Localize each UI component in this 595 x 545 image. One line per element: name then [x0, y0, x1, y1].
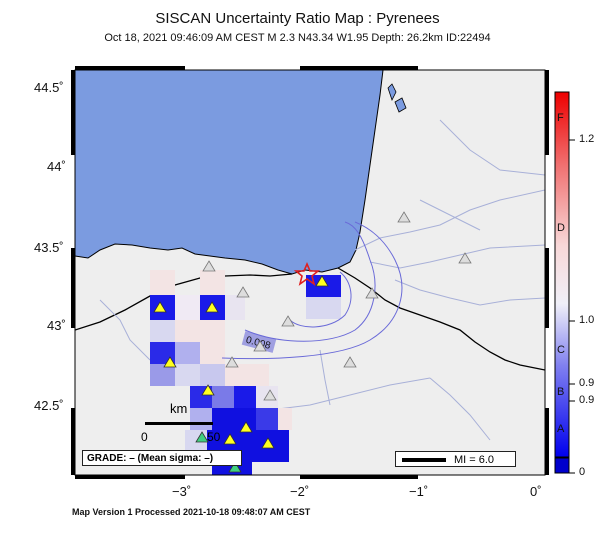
- colorbar-zero-box: [554, 457, 570, 474]
- lat-tick: 43.5˚: [34, 240, 64, 255]
- grade-label: B: [557, 386, 565, 398]
- contours: [221, 221, 403, 360]
- colorbar-value: 0.9: [579, 394, 595, 406]
- colorbar-ticks: [569, 139, 575, 474]
- lon-tick: −1˚: [409, 484, 429, 499]
- grade-label: D: [557, 222, 565, 234]
- grade-label: C: [557, 344, 565, 356]
- lon-tick: −3˚: [172, 484, 192, 499]
- island: [394, 97, 407, 113]
- lat-tick: 43˚: [47, 318, 66, 333]
- mi-legend: MI = 6.0: [395, 451, 516, 467]
- frame-ticks: [71, 66, 549, 479]
- colorbar-value: 1.0: [579, 314, 595, 326]
- scale-unit: km: [170, 401, 188, 416]
- lon-tick: −2˚: [290, 484, 310, 499]
- event-info: Oct 18, 2021 09:46:09 AM CEST M 2.3 N43.…: [104, 32, 491, 44]
- colorbar-value: 0: [579, 466, 586, 478]
- stations: [153, 211, 472, 473]
- grade-box: GRADE: – (Mean sigma: –): [82, 450, 242, 466]
- scale-start: 0: [141, 430, 148, 444]
- map-canvas: 0.008: [75, 70, 545, 475]
- colorbar: [554, 91, 570, 458]
- lat-tick: 42.5˚: [34, 398, 64, 413]
- map-title: SISCAN Uncertainty Ratio Map : Pyrenees: [155, 10, 440, 27]
- epicenter-star: [293, 261, 321, 286]
- grade-label: F: [557, 112, 564, 124]
- sea: [75, 70, 384, 275]
- mi-label: MI = 6.0: [454, 454, 495, 466]
- colorbar-value: 0.9: [579, 377, 595, 389]
- lat-tick: 44˚: [47, 159, 66, 174]
- mi-bar: [402, 458, 446, 462]
- border-line: [75, 273, 293, 331]
- colorbar-value: 1.2: [579, 133, 595, 145]
- grade-label: A: [557, 423, 565, 435]
- footer-note: Map Version 1 Processed 2021-10-18 09:48…: [72, 507, 311, 517]
- border-line: [337, 267, 545, 371]
- lat-tick: 44.5˚: [34, 80, 64, 95]
- lon-tick: 0˚: [530, 484, 542, 499]
- scale-bar: [145, 422, 213, 425]
- scale-end: 50: [207, 430, 221, 444]
- island: [387, 83, 397, 102]
